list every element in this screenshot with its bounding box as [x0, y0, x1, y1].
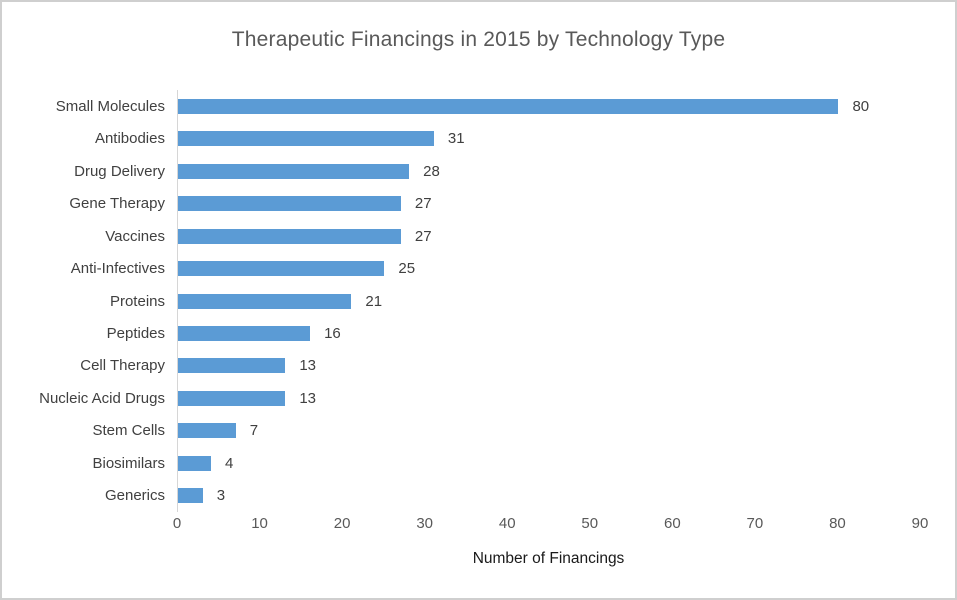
x-tick-label: 0 [172, 515, 182, 532]
bar-row: Cell Therapy 13 [2, 350, 955, 382]
category-label: Vaccines [105, 227, 165, 245]
category-label: Nucleic Acid Drugs [39, 389, 165, 407]
value-label: 80 [852, 97, 870, 115]
bar [178, 98, 839, 114]
bar-track: 80 [178, 90, 955, 122]
x-tick-label: 70 [746, 515, 764, 532]
bar-track: 7 [178, 415, 955, 447]
bar [178, 163, 410, 179]
category-label: Stem Cells [92, 422, 165, 440]
bar-row: Drug Delivery 28 [2, 155, 955, 187]
bar [178, 131, 434, 147]
bar-row: Generics 3 [2, 480, 955, 512]
x-tick-label: 60 [663, 515, 681, 532]
value-label: 13 [299, 357, 316, 375]
category-label: Small Molecules [55, 97, 165, 115]
value-label: 28 [423, 162, 440, 180]
bar-rows: Small Molecules 80 Antibodies 31 Drug Delive… [2, 90, 955, 512]
category-label: Peptides [106, 325, 165, 343]
bar [178, 455, 212, 471]
value-label: 16 [324, 325, 341, 343]
x-tick-label: 80 [829, 515, 846, 532]
bar-row: Gene Therapy 27 [2, 187, 955, 219]
category-label: Proteins [109, 292, 165, 310]
bar [178, 293, 352, 309]
bar-track: 13 [178, 382, 955, 414]
bar [178, 488, 203, 504]
chart-title: Therapeutic Financings in 2015 by Techno… [231, 28, 726, 51]
x-tick-label: 10 [251, 515, 268, 532]
bar-track: 4 [178, 447, 955, 479]
value-label: 31 [447, 130, 465, 148]
x-axis-title: Number of Financings [472, 550, 625, 567]
bar [178, 228, 401, 244]
category-label: Generics [104, 487, 165, 505]
bar-row: Peptides 16 [2, 317, 955, 349]
value-label: 25 [398, 260, 416, 278]
value-label: 13 [299, 389, 316, 407]
category-label: Cell Therapy [80, 357, 165, 375]
bar [178, 358, 286, 374]
value-label: 21 [365, 292, 383, 310]
x-tick-label: 50 [581, 515, 599, 532]
plot-area: Small Molecules 80 Antibodies 31 Drug Delive… [2, 90, 955, 512]
y-axis-line [177, 90, 178, 512]
bar [178, 423, 236, 439]
value-label: 27 [414, 195, 432, 213]
bar-row: Antibodies 31 [2, 122, 955, 154]
bar-track: 21 [178, 285, 955, 317]
category-label: Drug Delivery [74, 162, 165, 180]
bar-row: Anti-Infectives 25 [2, 252, 955, 284]
x-tick-label: 20 [333, 515, 351, 532]
bar-track: 13 [178, 350, 955, 382]
bar-track: 3 [178, 480, 955, 512]
bar-track: 28 [178, 155, 955, 187]
value-label: 3 [216, 487, 226, 505]
value-label: 7 [249, 422, 259, 440]
bar-row: Stem Cells 7 [2, 415, 955, 447]
x-tick-label: 90 [911, 515, 929, 532]
value-label: 4 [225, 454, 234, 472]
bar-track: 31 [178, 122, 955, 154]
x-tick-label: 30 [416, 515, 433, 532]
value-label: 27 [414, 227, 432, 245]
category-label: Biosimilars [92, 454, 165, 472]
bar-row: Proteins 21 [2, 285, 955, 317]
category-label: Gene Therapy [69, 195, 165, 213]
bar-row: Biosimilars 4 [2, 447, 955, 479]
bar-track: 27 [178, 220, 955, 252]
bar [178, 196, 401, 212]
category-label: Anti-Infectives [70, 260, 165, 278]
bar-track: 25 [178, 252, 955, 284]
bar [178, 326, 311, 342]
x-tick-label: 40 [498, 515, 516, 532]
bar-row: Vaccines 27 [2, 220, 955, 252]
bar [178, 261, 385, 277]
x-axis-ticks: 0 10 20 30 40 50 60 70 80 90 [173, 515, 929, 535]
bar-row: Small Molecules 80 [2, 90, 955, 122]
bar-row: Nucleic Acid Drugs 13 [2, 382, 955, 414]
category-label: Antibodies [94, 130, 165, 148]
bar [178, 390, 286, 406]
bar-track: 16 [178, 317, 955, 349]
bar-track: 27 [178, 187, 955, 219]
